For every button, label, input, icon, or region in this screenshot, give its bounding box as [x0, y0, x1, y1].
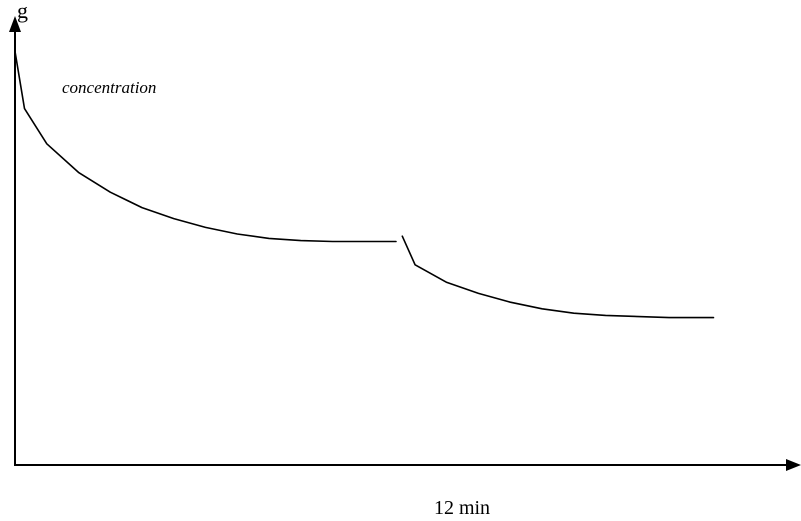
x-axis-arrowhead	[786, 459, 801, 471]
x-axis-label: 12 min	[434, 497, 490, 519]
concentration-curve-segment-1	[14, 50, 397, 243]
y-axis-arrowhead	[9, 16, 21, 32]
cropped-heading-glyph: g	[17, 0, 28, 23]
concentration-curve-segment-2	[401, 235, 715, 319]
y-axis-label: concentration	[62, 78, 156, 97]
series-layer	[14, 50, 715, 319]
